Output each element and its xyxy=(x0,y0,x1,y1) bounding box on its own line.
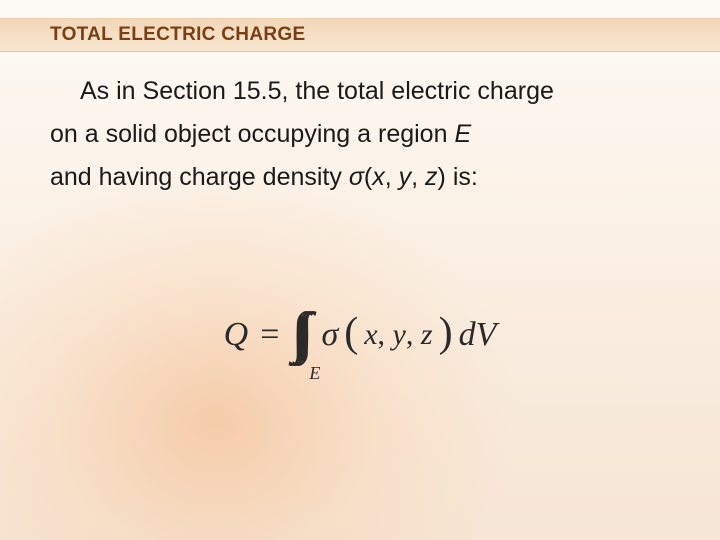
formula-d: d xyxy=(459,316,476,353)
title-bar: TOTAL ELECTRIC CHARGE xyxy=(0,18,720,52)
var-z: z xyxy=(425,163,438,191)
formula-dV: dV xyxy=(459,316,497,354)
equals-sign: = xyxy=(260,316,279,354)
formula-V: V xyxy=(476,316,497,353)
formula-comma1: , xyxy=(378,318,386,351)
slide-title: TOTAL ELECTRIC CHARGE xyxy=(50,24,305,46)
formula-rparen: ) xyxy=(439,312,453,354)
sigma-symbol: σ xyxy=(349,163,364,191)
formula-lparen: ( xyxy=(344,312,358,354)
var-x: x xyxy=(372,163,385,191)
var-y: y xyxy=(399,163,412,191)
formula: Q = ∫∫∫ E σ ( x, y, z ) dV xyxy=(224,300,497,370)
triple-integral: ∫∫∫ E xyxy=(291,300,301,370)
formula-x: x xyxy=(364,318,377,351)
para-line2: on a solid object occupying a region xyxy=(50,120,454,148)
args-open: ( xyxy=(364,163,372,191)
para-line3-suffix: is: xyxy=(446,163,478,191)
comma-2: , xyxy=(411,163,425,191)
formula-sigma: σ xyxy=(321,316,338,354)
formula-args: x, y, z xyxy=(364,318,432,352)
integral-glyphs: ∫∫∫ xyxy=(291,305,301,361)
formula-comma2: , xyxy=(406,318,414,351)
body-paragraph: As in Section 15.5, the total electric c… xyxy=(50,70,678,199)
comma-1: , xyxy=(385,163,399,191)
formula-z: z xyxy=(421,318,433,351)
formula-y: y xyxy=(393,318,406,351)
args-close: ) xyxy=(438,163,446,191)
para-line3-prefix: and having charge density xyxy=(50,163,349,191)
para-line1: As in Section 15.5, the total electric c… xyxy=(80,77,554,105)
region-variable: E xyxy=(454,120,471,148)
integral-subscript: E xyxy=(309,363,320,384)
formula-Q: Q xyxy=(224,316,249,354)
formula-container: Q = ∫∫∫ E σ ( x, y, z ) dV xyxy=(0,300,720,370)
